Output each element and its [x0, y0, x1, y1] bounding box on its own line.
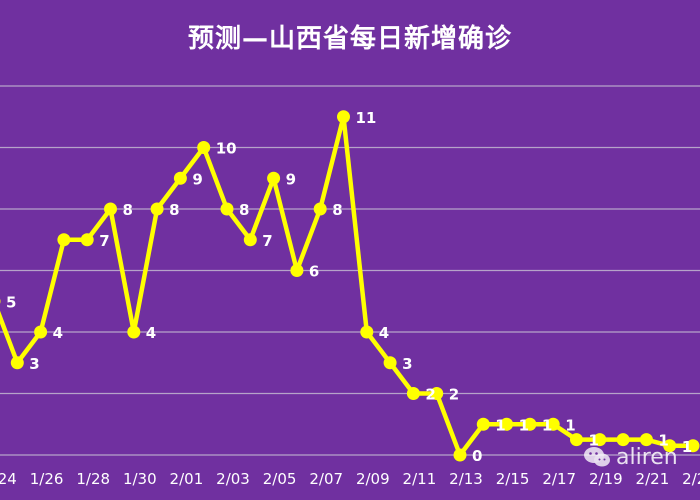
data-label: 1 — [565, 416, 575, 434]
data-point — [314, 203, 327, 216]
data-point — [221, 203, 234, 216]
data-point — [407, 387, 420, 400]
x-tick-label: 2/07 — [309, 470, 343, 488]
data-label: 11 — [356, 109, 377, 127]
data-point — [174, 172, 187, 185]
data-point — [34, 326, 47, 339]
x-tick-label: 1/26 — [30, 470, 64, 488]
x-tick-label: 2/11 — [403, 470, 437, 488]
x-tick-label: 2/03 — [216, 470, 250, 488]
x-tick-label: 2/05 — [263, 470, 297, 488]
data-label: 6 — [309, 263, 319, 281]
wechat-icon — [583, 445, 611, 469]
data-point — [290, 264, 303, 277]
data-label: 8 — [332, 201, 342, 219]
data-label: 4 — [379, 324, 389, 342]
data-label: 4 — [53, 324, 63, 342]
x-tick-label: 2/15 — [496, 470, 530, 488]
data-label: 1 — [542, 416, 552, 434]
data-label: 9 — [192, 170, 202, 188]
data-point — [11, 356, 24, 369]
data-point — [360, 326, 373, 339]
data-label: 8 — [239, 201, 249, 219]
data-point — [384, 356, 397, 369]
data-point — [454, 449, 467, 462]
data-label: 7 — [99, 232, 109, 250]
data-label: 8 — [123, 201, 133, 219]
data-point — [197, 141, 210, 154]
data-point — [244, 233, 257, 246]
data-point — [337, 110, 350, 123]
watermark: aliren — [583, 440, 700, 474]
data-point — [477, 418, 490, 431]
data-label: 2 — [425, 386, 435, 404]
data-label: 2 — [449, 386, 459, 404]
data-label: 0 — [472, 447, 482, 465]
data-label: 3 — [29, 355, 39, 373]
data-point — [104, 203, 117, 216]
x-tick-label: 2/17 — [542, 470, 576, 488]
data-label: 3 — [402, 355, 412, 373]
data-label: 8 — [169, 201, 179, 219]
data-label: 4 — [146, 324, 156, 342]
x-tick-label: 2/13 — [449, 470, 483, 488]
data-point — [81, 233, 94, 246]
data-label: 1 — [519, 416, 529, 434]
watermark-text: aliren — [616, 445, 678, 470]
data-point — [127, 326, 140, 339]
x-tick-label: 1/28 — [76, 470, 110, 488]
data-label: 9 — [286, 170, 296, 188]
data-label: 7 — [262, 232, 272, 250]
data-point — [570, 433, 583, 446]
data-point — [151, 203, 164, 216]
data-label: 5 — [6, 293, 16, 311]
data-point — [57, 233, 70, 246]
x-tick-label: 2/01 — [170, 470, 204, 488]
series-line — [0, 117, 693, 455]
x-tick-label: 2/09 — [356, 470, 390, 488]
data-label: 10 — [216, 140, 237, 158]
data-point — [0, 295, 1, 308]
data-point — [267, 172, 280, 185]
data-label: 1 — [495, 416, 505, 434]
x-tick-label: 1/24 — [0, 470, 17, 488]
x-tick-label: 1/30 — [123, 470, 157, 488]
